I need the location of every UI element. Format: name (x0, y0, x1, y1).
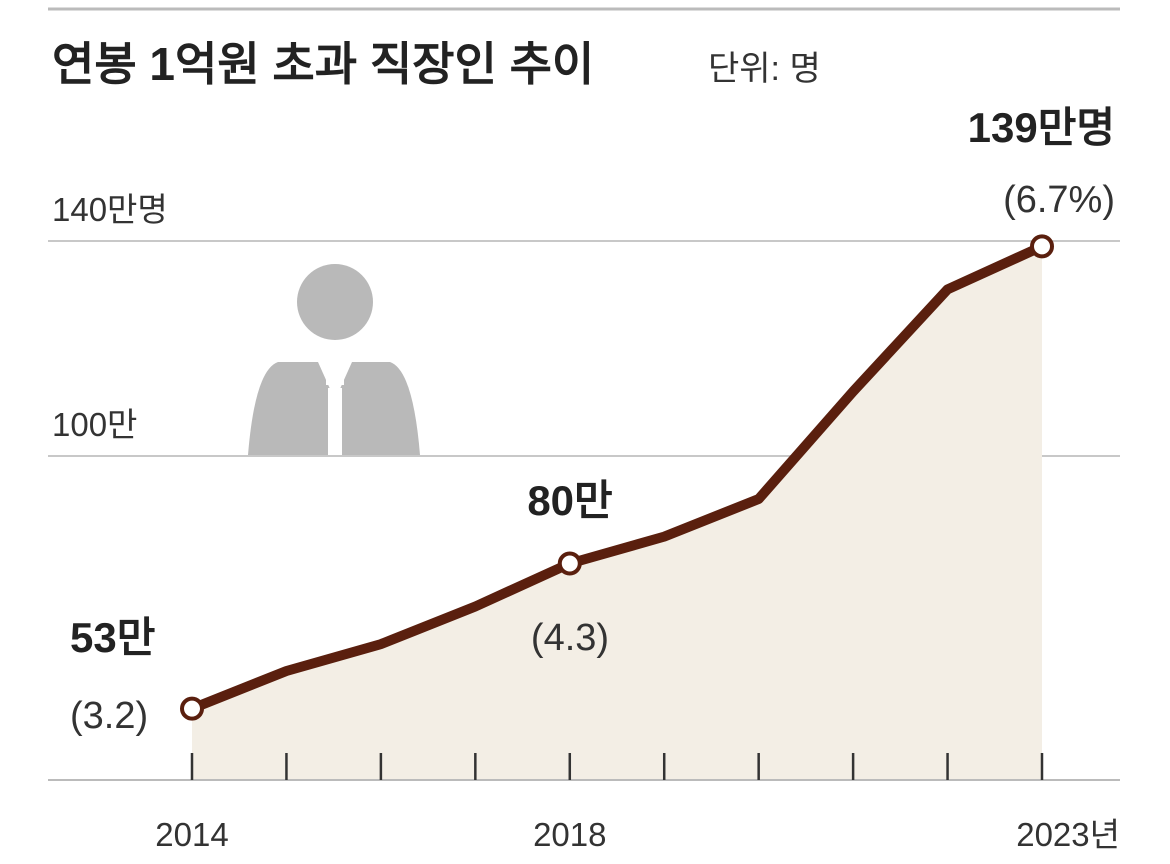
y-tick-label: 100만 (52, 406, 137, 443)
unit-label: 단위: 명 (708, 50, 821, 88)
data-labels: 53만 (3.2) 80만 (4.3) 139만명 (6.7%) (70, 104, 1115, 737)
x-axis: 2014 2018 2023년 (48, 753, 1120, 853)
data-value-label: 53만 (70, 614, 155, 661)
data-percent-label: (3.2) (70, 695, 148, 737)
y-tick-label: 140만명 (52, 191, 168, 228)
data-value-label: 80만 (527, 477, 612, 524)
data-point-marker (1030, 234, 1054, 259)
data-percent-label: (4.3) (531, 617, 609, 659)
markers (180, 234, 1054, 721)
x-tick-label: 2014 (155, 816, 228, 853)
chart-title: 연봉 1억원 초과 직장인 추이 (52, 38, 594, 90)
data-point-marker (180, 696, 204, 721)
series-polyline (187, 241, 1047, 714)
grid: 100만 140만명 (48, 191, 1120, 457)
area-fill (192, 246, 1042, 780)
x-tick-label: 2023년 (1016, 816, 1120, 853)
data-percent-label: (6.7%) (1003, 179, 1115, 221)
data-point-marker (557, 551, 582, 576)
x-tick-label: 2018 (533, 816, 606, 853)
data-value-label: 139만명 (968, 104, 1115, 151)
series-line (187, 241, 1047, 714)
area-path (192, 246, 1042, 780)
person-icon (248, 264, 420, 455)
